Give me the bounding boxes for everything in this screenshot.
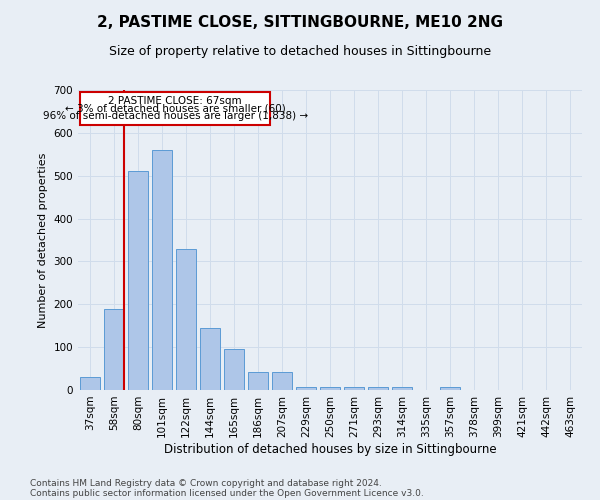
FancyBboxPatch shape bbox=[80, 92, 270, 125]
Bar bbox=[392, 386, 412, 390]
Text: ← 3% of detached houses are smaller (60): ← 3% of detached houses are smaller (60) bbox=[65, 104, 286, 114]
Bar bbox=[80, 377, 100, 390]
Bar bbox=[320, 386, 340, 390]
Bar bbox=[200, 328, 220, 390]
Bar bbox=[128, 172, 148, 390]
Text: Size of property relative to detached houses in Sittingbourne: Size of property relative to detached ho… bbox=[109, 45, 491, 58]
Text: Contains public sector information licensed under the Open Government Licence v3: Contains public sector information licen… bbox=[30, 488, 424, 498]
Bar bbox=[368, 386, 388, 390]
Text: Contains HM Land Registry data © Crown copyright and database right 2024.: Contains HM Land Registry data © Crown c… bbox=[30, 478, 382, 488]
Bar bbox=[344, 386, 364, 390]
Bar bbox=[272, 372, 292, 390]
Bar bbox=[296, 386, 316, 390]
Bar bbox=[176, 248, 196, 390]
Text: 2, PASTIME CLOSE, SITTINGBOURNE, ME10 2NG: 2, PASTIME CLOSE, SITTINGBOURNE, ME10 2N… bbox=[97, 15, 503, 30]
Text: 96% of semi-detached houses are larger (1,838) →: 96% of semi-detached houses are larger (… bbox=[43, 111, 308, 121]
Bar bbox=[248, 372, 268, 390]
Bar bbox=[224, 350, 244, 390]
Bar bbox=[152, 150, 172, 390]
X-axis label: Distribution of detached houses by size in Sittingbourne: Distribution of detached houses by size … bbox=[164, 442, 496, 456]
Bar bbox=[440, 386, 460, 390]
Bar bbox=[104, 308, 124, 390]
Y-axis label: Number of detached properties: Number of detached properties bbox=[38, 152, 48, 328]
Text: 2 PASTIME CLOSE: 67sqm: 2 PASTIME CLOSE: 67sqm bbox=[109, 96, 242, 106]
